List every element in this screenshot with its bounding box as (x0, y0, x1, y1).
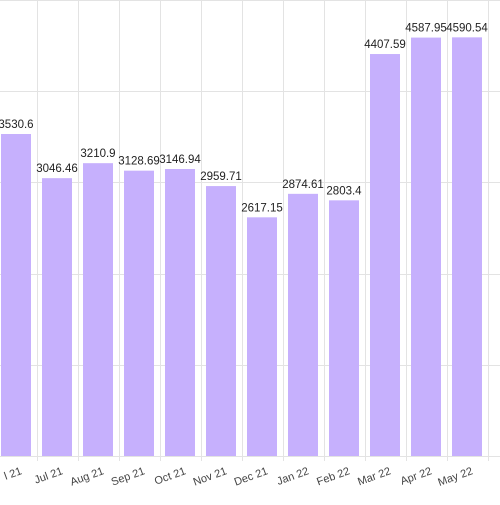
x-tick-label: Jul 21 (33, 465, 65, 486)
data-label: 4407.59 (364, 39, 406, 51)
bar[interactable] (42, 178, 72, 456)
bar[interactable] (1, 134, 31, 456)
bar[interactable] (452, 37, 482, 457)
data-label: 4587.95 (405, 23, 447, 35)
data-label: 3046.46 (36, 163, 78, 175)
data-label: 2874.61 (282, 179, 324, 191)
x-tick-label: Sep 21 (110, 465, 147, 488)
x-tick-label: Feb 22 (315, 465, 351, 488)
bar[interactable] (83, 163, 113, 456)
bar[interactable] (370, 54, 400, 456)
x-tick-label: Aug 21 (69, 465, 106, 488)
bar[interactable] (124, 170, 154, 457)
bars-layer (1, 37, 482, 457)
x-axis-tick-labels: l 21 Jul 21 Aug 21 Sep 21 Oct 21 Nov 21 Dec 21… (3, 465, 475, 489)
data-label: 3146.94 (159, 154, 201, 166)
bar[interactable] (288, 193, 318, 456)
x-tick-label: Mar 22 (356, 465, 392, 488)
bar[interactable] (206, 186, 236, 456)
data-label: 3210.9 (80, 148, 115, 160)
x-tick-label: l 21 (3, 465, 24, 482)
bar[interactable] (411, 37, 441, 457)
x-tick-label: Jan 22 (275, 465, 310, 488)
x-tick-label: Nov 21 (192, 465, 229, 488)
x-tick-label: Apr 22 (399, 465, 434, 487)
data-label: 3128.69 (118, 156, 160, 168)
data-label: 4590.54 (446, 22, 488, 34)
x-tick-label: Dec 21 (233, 465, 270, 488)
data-label: 2959.71 (200, 171, 242, 183)
bar[interactable] (247, 217, 277, 456)
data-label: 3530.6 (0, 119, 34, 131)
grid-layer (0, 0, 500, 461)
bar[interactable] (329, 200, 359, 456)
x-tick-label: Oct 21 (153, 465, 188, 487)
data-label: 2803.4 (326, 185, 362, 197)
bar[interactable] (165, 168, 195, 456)
data-label: 2617.15 (241, 202, 283, 214)
x-tick-label: May 22 (436, 465, 474, 489)
